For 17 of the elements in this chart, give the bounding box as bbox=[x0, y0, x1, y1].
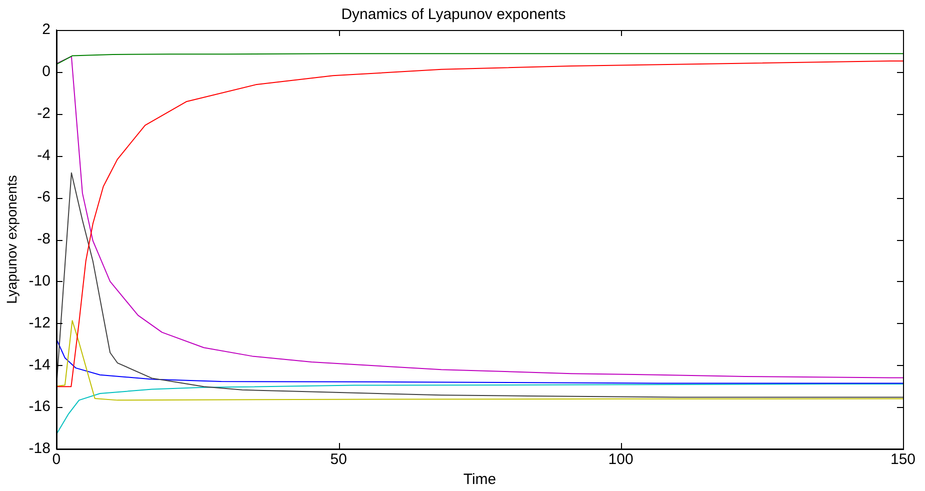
y-axis-title: Lyapunov exponents bbox=[3, 175, 20, 304]
y-tick-label: 2 bbox=[42, 21, 50, 38]
chart-title: Dynamics of Lyapunov exponents bbox=[341, 6, 566, 24]
y-tick-label: -4 bbox=[37, 146, 50, 164]
y-tick-label: -12 bbox=[28, 314, 50, 332]
y-tick-label: -2 bbox=[37, 104, 50, 122]
y-tick-label: -6 bbox=[37, 188, 50, 206]
y-tick-label: -8 bbox=[37, 230, 50, 248]
y-tick-label: 0 bbox=[42, 63, 50, 80]
y-tick-label: -10 bbox=[28, 272, 50, 290]
x-axis-title: Time bbox=[463, 471, 496, 488]
x-tick-label: 50 bbox=[330, 451, 347, 468]
y-tick-label: -16 bbox=[28, 398, 50, 416]
x-tick-label: 100 bbox=[608, 451, 634, 468]
y-tick-label: -14 bbox=[28, 356, 50, 374]
x-tick-label: 150 bbox=[890, 451, 916, 468]
y-tick-label: -18 bbox=[28, 440, 50, 458]
